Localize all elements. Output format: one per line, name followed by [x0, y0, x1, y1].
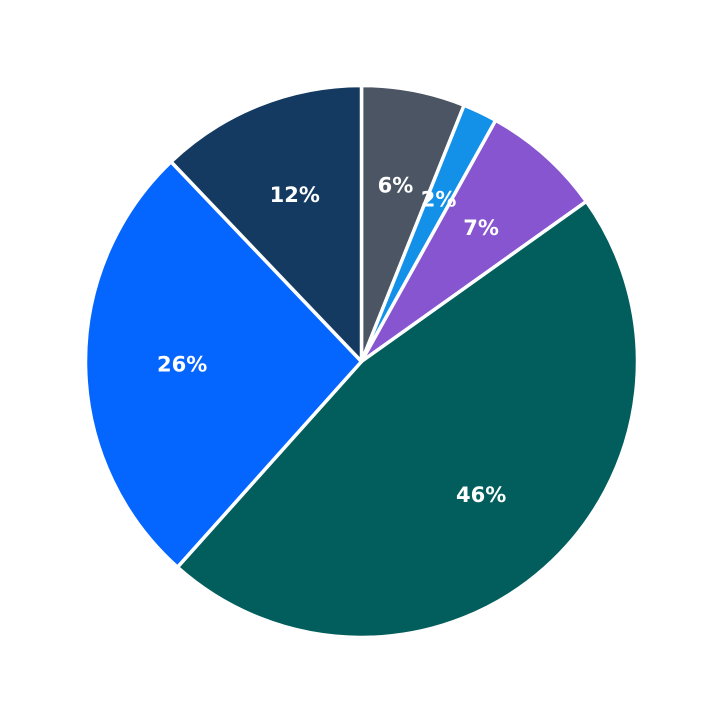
pie-slice-label-0: 6%: [378, 173, 414, 197]
pie-slice-label-4: 26%: [157, 352, 207, 376]
pie-slice-3: [175, 199, 640, 640]
pie-slice-2: [359, 118, 589, 364]
pie-slice-5: [169, 83, 364, 364]
pie-slice-label-1: 2%: [421, 188, 457, 212]
pie-slice-4: [83, 160, 364, 569]
pie-slice-label-2: 7%: [463, 216, 499, 240]
pie-slice-labels: 6% 2%7% 46% 26% 12%: [157, 173, 506, 507]
pie-slice-label-3: 46%: [456, 483, 506, 507]
pie-slice-label-5: 12%: [270, 183, 320, 207]
pie-slices: [83, 83, 640, 640]
